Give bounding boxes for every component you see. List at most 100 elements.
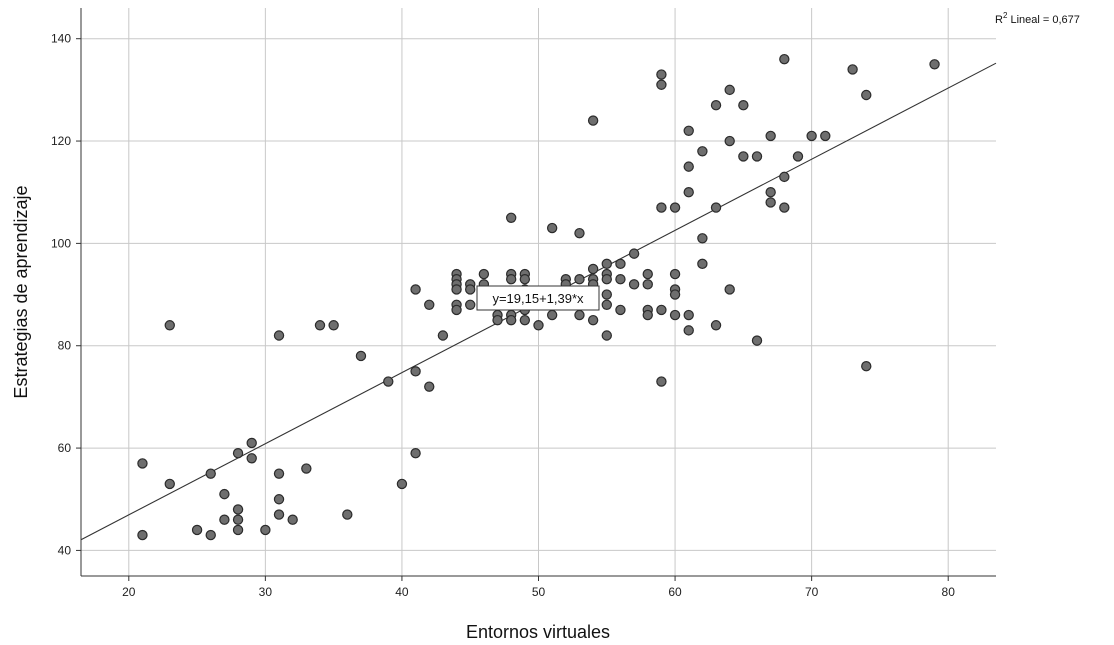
scatter-point xyxy=(601,258,612,270)
x-tick-label: 60 xyxy=(668,585,682,599)
scatter-point xyxy=(779,171,790,183)
scatter-point xyxy=(191,524,203,536)
scatter-point xyxy=(587,115,599,126)
r2-superscript: 2 xyxy=(1003,11,1008,20)
scatter-point xyxy=(232,504,244,515)
scatter-point xyxy=(164,478,175,490)
scatter-point xyxy=(656,69,667,80)
scatter-point xyxy=(615,304,626,316)
scatter-point xyxy=(697,258,708,270)
x-tick-label: 50 xyxy=(532,585,546,599)
scatter-point xyxy=(656,79,667,90)
scatter-point xyxy=(533,320,544,331)
scatter-point xyxy=(697,233,708,244)
axes: 20 30 40 50 60 70 80 40 60 80 100 120 140 xyxy=(51,8,996,599)
scatter-point xyxy=(656,202,667,213)
x-axis-title: Entornos virtuales xyxy=(466,622,610,642)
scatter-point xyxy=(205,529,216,541)
scatter-point xyxy=(505,212,517,224)
scatter-point xyxy=(232,514,244,525)
scatter-point xyxy=(779,53,790,65)
scatter-point xyxy=(437,330,449,341)
y-tick-label: 40 xyxy=(58,543,72,557)
scatter-point xyxy=(628,279,640,290)
scatter-point xyxy=(656,376,667,387)
r2-prefix: R xyxy=(995,14,1003,26)
scatter-point xyxy=(519,314,531,326)
scatter-point xyxy=(765,197,776,208)
scatter-point xyxy=(683,309,694,321)
scatter-point xyxy=(642,268,653,280)
scatter-point xyxy=(260,524,271,536)
scatter-point xyxy=(847,64,858,75)
scatter-point xyxy=(396,478,408,490)
scatter-point xyxy=(738,100,749,111)
scatter-point xyxy=(478,268,490,280)
x-tick-label: 40 xyxy=(395,585,409,599)
r2-annotation: R2 Lineal = 0,677 xyxy=(995,11,1080,26)
scatter-point xyxy=(232,524,244,536)
scatter-point xyxy=(465,299,476,310)
equation-box-frame xyxy=(476,285,600,311)
scatter-point xyxy=(738,151,749,162)
scatter-point xyxy=(546,309,558,321)
scatter-point xyxy=(273,509,285,520)
scatter-point xyxy=(765,130,776,142)
scatter-point xyxy=(601,274,612,285)
scatter-point xyxy=(451,304,462,316)
scatter-point xyxy=(164,320,175,331)
y-axis-title: Estrategias de aprendizaje xyxy=(11,185,31,398)
scatter-point xyxy=(929,59,940,70)
scatter-point xyxy=(355,350,367,362)
scatter-point xyxy=(724,284,735,295)
scatter-point xyxy=(861,89,872,101)
scatter-point xyxy=(273,330,285,341)
scatter-point xyxy=(546,222,558,234)
scatter-point xyxy=(219,514,230,525)
equation-box: y=19,15+1,39*x xyxy=(476,285,600,311)
scatter-point xyxy=(574,309,585,321)
scatter-point xyxy=(328,320,339,331)
scatter-point xyxy=(642,309,653,321)
x-tick-label: 30 xyxy=(259,585,273,599)
scatter-point xyxy=(683,187,694,198)
scatter-point xyxy=(287,514,298,525)
scatter-point xyxy=(519,274,531,285)
scatter-point xyxy=(410,284,421,295)
scatter-point xyxy=(669,268,681,280)
y-tick-label: 140 xyxy=(51,32,71,46)
scatter-point xyxy=(314,320,326,331)
scatter-point xyxy=(273,468,285,479)
scatter-point xyxy=(765,187,776,198)
scatter-point xyxy=(273,494,285,505)
y-tick-label: 100 xyxy=(51,236,71,250)
scatter-point xyxy=(587,263,599,275)
scatter-point xyxy=(601,289,612,300)
scatter-point xyxy=(710,320,722,331)
scatter-point xyxy=(615,274,626,285)
scatter-point xyxy=(656,304,667,316)
scatter-point xyxy=(451,284,462,295)
scatter-point xyxy=(697,146,708,157)
scatter-point xyxy=(137,529,148,541)
scatter-point xyxy=(820,130,831,142)
r2-suffix: Lineal = 0,677 xyxy=(1007,14,1079,26)
scatter-point xyxy=(246,437,257,449)
scatter-point xyxy=(683,161,694,172)
scatter-point xyxy=(505,314,517,326)
scatter-point xyxy=(710,202,722,213)
scatter-point xyxy=(574,274,585,285)
scatter-point xyxy=(669,289,681,300)
scatter-point xyxy=(806,130,817,142)
scatter-point xyxy=(205,468,216,479)
scatter-point xyxy=(587,314,599,326)
scatter-point xyxy=(246,453,257,464)
scatter-point xyxy=(505,274,517,285)
y-tick-label: 80 xyxy=(58,339,72,353)
scatter-point xyxy=(683,325,694,336)
scatter-point xyxy=(683,125,694,137)
scatter-point xyxy=(601,330,612,341)
scatter-point xyxy=(137,458,148,469)
